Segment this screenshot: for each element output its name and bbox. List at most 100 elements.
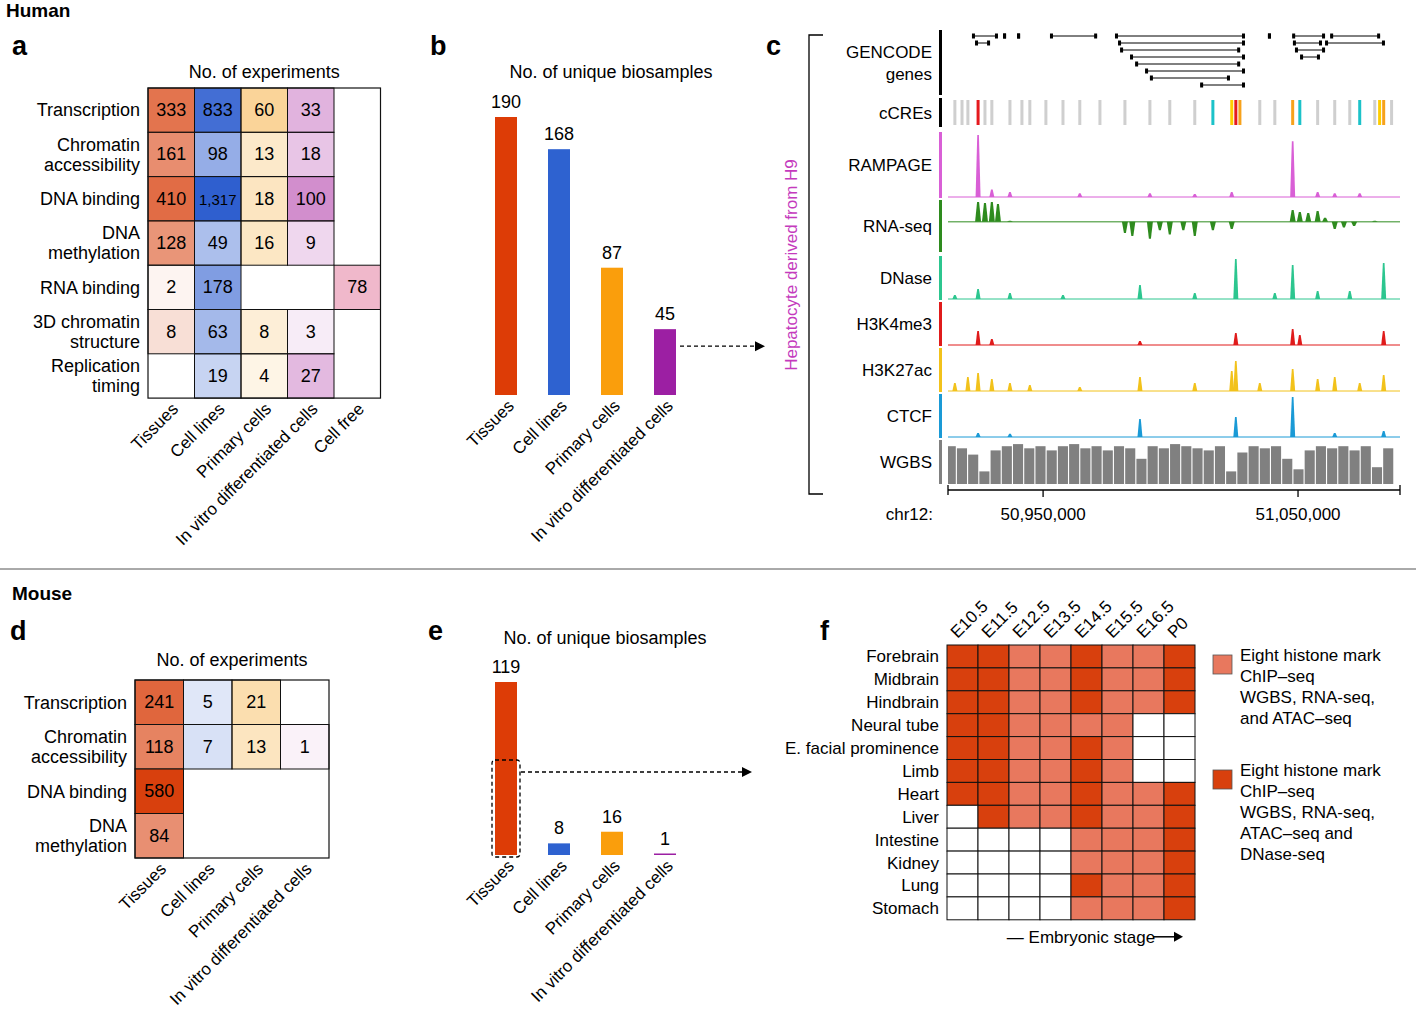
exon [1242, 55, 1245, 60]
intron-line [1150, 78, 1230, 79]
exon [1130, 55, 1133, 60]
signal-peak [1332, 222, 1338, 229]
signal-peak [1180, 222, 1186, 230]
ccre [1168, 100, 1171, 125]
text-line: structure [70, 332, 140, 352]
panel-letter: a [12, 31, 28, 61]
ccre [1028, 100, 1031, 125]
heat-cell [241, 88, 288, 132]
stage-cell [978, 714, 1009, 737]
cell-label: 1 [300, 737, 310, 757]
stage-cell [1071, 714, 1102, 737]
stage-cell [1102, 897, 1133, 920]
exon [1300, 55, 1303, 60]
row-label: Liver [902, 808, 939, 827]
methylation-bar [1204, 450, 1214, 484]
heat-cell [288, 354, 335, 398]
stage-cell [1009, 805, 1040, 828]
signal-peak [1137, 341, 1142, 345]
signal-peak [976, 135, 981, 197]
exon [995, 34, 998, 39]
heat-cell [195, 354, 242, 398]
stage-cell [1071, 760, 1102, 783]
stage-cell [947, 691, 978, 714]
signal-peak [952, 295, 957, 299]
cell-label: 16 [254, 233, 274, 253]
stage-cell [1133, 714, 1164, 737]
ccre [1098, 100, 1101, 125]
stage-cell [947, 874, 978, 897]
exon [975, 41, 978, 46]
ccre [1390, 100, 1393, 125]
signal-peak [1129, 222, 1135, 236]
stage-cell [1164, 897, 1195, 920]
stage-cell [978, 897, 1009, 920]
methylation-bar [948, 446, 956, 484]
signal-peak [1315, 192, 1320, 197]
stage-cell [1009, 737, 1040, 760]
track-label: H3K27ac [862, 361, 932, 380]
intron-line [1130, 57, 1245, 58]
exon [1120, 48, 1123, 53]
exon [972, 34, 975, 39]
stage-cell [1040, 805, 1071, 828]
figure: HumanMouseaNo. of experiments33383360331… [0, 0, 1416, 1010]
signal-peak [975, 202, 981, 222]
signal-peak [1257, 383, 1262, 391]
stage-cell [1040, 828, 1071, 851]
row-label: Kidney [887, 854, 939, 873]
signal-peak [1372, 220, 1378, 222]
text-line: DNA [89, 816, 127, 836]
connector-head [755, 341, 765, 351]
signal-peak [1167, 222, 1173, 235]
cell-label: 13 [246, 737, 266, 757]
signal-peak [1157, 222, 1163, 230]
stage-cell [1071, 782, 1102, 805]
stage-cell [1040, 782, 1071, 805]
heat-cell [148, 132, 195, 176]
stage-cell [1102, 805, 1133, 828]
stage-cell [1133, 737, 1164, 760]
transcript [1145, 69, 1245, 74]
stage-cell [1102, 760, 1133, 783]
heat-cell [135, 725, 184, 770]
signal-peak [1290, 329, 1295, 345]
methylation-bar [1013, 444, 1023, 484]
heat-cell [288, 88, 335, 132]
section-title: Mouse [12, 583, 72, 604]
heat-cell [195, 132, 242, 176]
legend-label: Eight histone markChIP–seqWGBS, RNA-seq,… [1240, 761, 1381, 864]
stage-cell [1040, 874, 1071, 897]
transcript [1120, 48, 1240, 53]
text-line: Eight histone mark [1240, 761, 1381, 780]
exon [1135, 62, 1138, 67]
signal-peak [952, 383, 957, 391]
methylation-bar [1002, 446, 1012, 484]
stage-cell [1071, 737, 1102, 760]
signal-peak [1290, 265, 1295, 299]
heat-cell [148, 221, 195, 265]
stage-cell [1164, 691, 1195, 714]
intron-line [1115, 36, 1245, 37]
cell-label: 9 [306, 233, 316, 253]
heat-cell [241, 132, 288, 176]
stage-cell [1133, 645, 1164, 668]
transcript [1003, 34, 1006, 39]
stage-cell [1009, 760, 1040, 783]
stage-cell [947, 760, 978, 783]
signal-peak [1137, 419, 1142, 437]
highlight-box [492, 760, 520, 857]
ccre [1238, 100, 1241, 125]
exon [1050, 34, 1053, 39]
track-bar [939, 98, 942, 127]
bar-label: 87 [602, 243, 622, 263]
stage-cell [978, 645, 1009, 668]
signal-peak [1233, 259, 1238, 299]
stage-cell [1071, 874, 1102, 897]
row-label: Transcription [24, 693, 127, 713]
stage-cell [1133, 760, 1164, 783]
signal-peak [995, 204, 1001, 222]
ccre [1378, 100, 1381, 125]
stage-cell [1133, 874, 1164, 897]
exon [1322, 48, 1325, 53]
